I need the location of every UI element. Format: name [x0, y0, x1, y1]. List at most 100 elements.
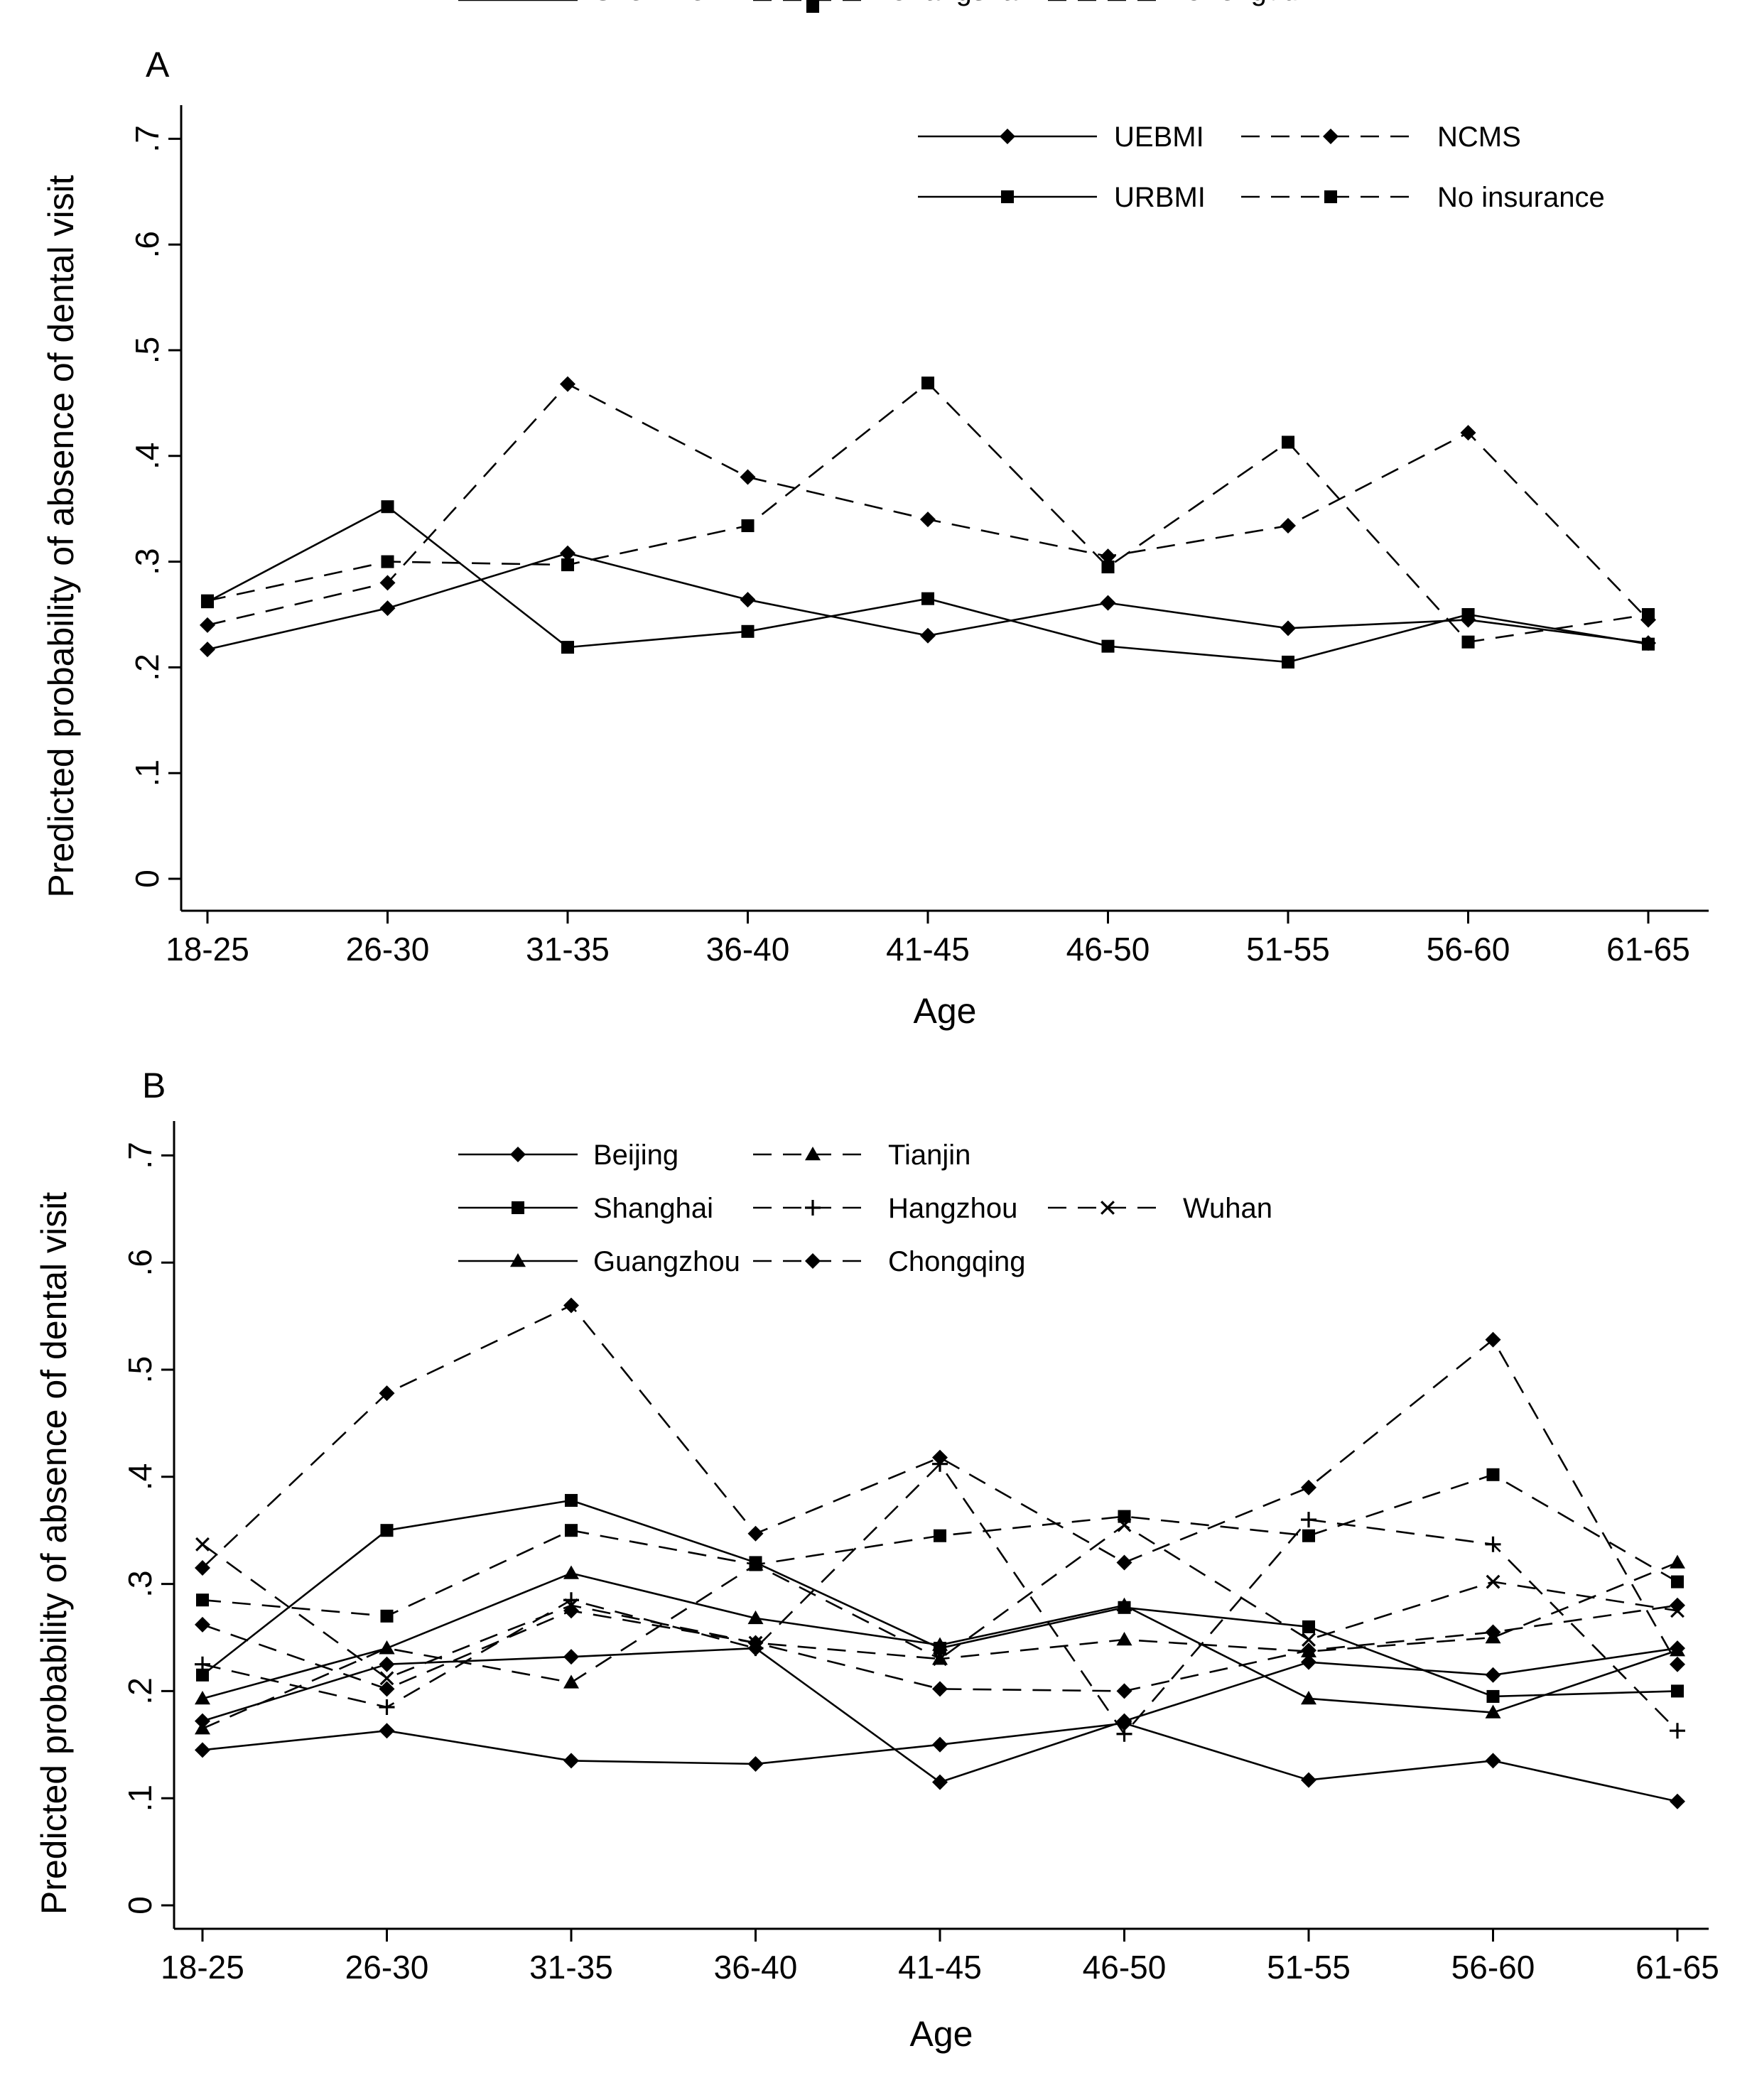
data-point-chengdu: [379, 1681, 395, 1697]
legend-marker: [1323, 129, 1339, 144]
x-tick-label: 51-55: [1267, 1949, 1351, 1986]
data-point-beijing: [563, 1753, 579, 1769]
legend-marker: [805, 1200, 821, 1216]
data-point-urbmi: [1281, 655, 1295, 669]
data-point-guangzhou: [932, 1637, 948, 1651]
legend-label: UEBMI: [1114, 121, 1204, 153]
legend-label: URBMI: [1114, 182, 1206, 213]
data-point-hangzhou: [1485, 1536, 1501, 1552]
x-tick-label: 18-25: [161, 1949, 244, 1986]
data-point-chongqing: [1116, 1554, 1132, 1571]
data-point-shanghai: [1486, 1689, 1500, 1703]
x-tick-label: 31-35: [529, 1949, 613, 1986]
series-chengdu: [195, 1597, 1685, 1699]
legend-item-no-insurance: No insurance: [1241, 182, 1605, 213]
data-point-guangzhou: [195, 1690, 210, 1705]
series-changsha: [195, 1468, 1685, 1623]
data-point-beijing: [1301, 1772, 1316, 1788]
y-tick-label: .7: [129, 125, 166, 152]
data-point-uebmi: [1100, 595, 1116, 611]
legend-label: Changsha: [888, 0, 1018, 6]
data-point-changsha: [564, 1524, 578, 1537]
data-point-chongqing: [1670, 1656, 1685, 1672]
data-point-chengdu: [747, 1635, 764, 1651]
legend: Beijing Shanghai Guangzhou Shenzhen Tianjin H…: [458, 0, 1298, 1277]
data-point-hangzhou: [1116, 1726, 1132, 1742]
x-axis-title: Age: [914, 991, 977, 1031]
legend-item-hangzhou: Hangzhou: [753, 1193, 1017, 1224]
chart-panel-a: A 0 .1 .2 .3 .4 .5 .6 .7 18-25 26-30 31-35 36-40 41-4…: [41, 45, 1709, 1031]
data-point-tianjin: [563, 1674, 579, 1689]
data-point-hangzhou: [1301, 1512, 1316, 1528]
data-point-no-insurance: [200, 594, 215, 607]
x-tick-label: 31-35: [526, 931, 610, 968]
data-point-chongqing: [379, 1385, 395, 1402]
y-tick-label: .2: [121, 1677, 158, 1704]
y-tick-label: .2: [129, 654, 166, 681]
data-point-changsha: [933, 1529, 947, 1542]
y-tick-label: .5: [121, 1356, 158, 1383]
data-point-tianjin: [379, 1640, 395, 1655]
y-tick-label: .4: [129, 443, 166, 470]
data-point-guangzhou: [1301, 1690, 1316, 1705]
data-point-shenzhen: [379, 1656, 395, 1672]
data-point-chengdu: [195, 1616, 210, 1633]
data-point-shenzhen: [1670, 1640, 1685, 1657]
series-shanghai: [195, 1493, 1685, 1703]
data-point-ncms: [920, 512, 936, 528]
data-point-ncms: [560, 376, 575, 392]
legend-item-shanghai: Shanghai: [458, 1193, 713, 1224]
data-point-urbmi: [1461, 607, 1475, 622]
data-point-wuhan: [1117, 1517, 1132, 1532]
data-point-changsha: [380, 1609, 394, 1623]
data-point-no-insurance: [1101, 561, 1115, 574]
legend-marker: [511, 1201, 525, 1215]
data-point-wuhan: [933, 1652, 947, 1667]
data-point-uebmi: [560, 545, 575, 561]
data-point-changsha: [1670, 1575, 1685, 1588]
y-tick-label: .1: [129, 759, 166, 786]
legend-label: Shenzhen: [593, 0, 721, 6]
x-tick-label: 46-50: [1083, 1949, 1167, 1986]
data-point-chengdu: [1301, 1642, 1316, 1659]
legend-marker: [1000, 129, 1015, 144]
data-point-shenzhen: [1116, 1713, 1132, 1729]
series-no-insurance: [200, 377, 1655, 649]
data-point-ncms: [740, 469, 756, 485]
data-point-chongqing: [747, 1525, 764, 1542]
data-point-shanghai: [1670, 1684, 1685, 1698]
x-tick-label: 26-30: [346, 931, 430, 968]
legend-item-shenzhen: Shenzhen: [458, 0, 721, 6]
data-point-chengdu: [1485, 1624, 1501, 1640]
x-axis-title: Age: [910, 2014, 973, 2054]
legend-item-urbmi: URBMI: [918, 182, 1206, 213]
y-tick-label: .1: [121, 1785, 158, 1812]
y-tick-label: .3: [129, 548, 166, 575]
data-point-uebmi: [379, 600, 396, 617]
data-point-wuhan: [1302, 1633, 1316, 1647]
data-point-shenzhen: [1301, 1654, 1316, 1670]
series-line-chongqing: [202, 1304, 1679, 1665]
y-tick-label: .7: [121, 1142, 158, 1169]
series-line-ncms: [207, 383, 1649, 627]
data-point-changsha: [1486, 1468, 1500, 1481]
data-point-tianjin: [1116, 1632, 1132, 1646]
data-point-shanghai: [564, 1493, 578, 1507]
series-hangzhou: [195, 1456, 1685, 1742]
data-point-shenzhen: [563, 1649, 579, 1665]
data-point-no-insurance: [921, 377, 935, 390]
legend-label: Beijing: [593, 1140, 678, 1171]
data-point-shenzhen: [932, 1774, 948, 1790]
y-tick-label: .4: [121, 1463, 158, 1490]
legend-label: Chongqing: [888, 1246, 1026, 1277]
x-tick-label: 61-65: [1606, 931, 1690, 968]
y-axis-title: Predicted probability of absence of dent…: [41, 175, 81, 897]
data-point-uebmi: [920, 627, 936, 644]
data-point-guangzhou: [747, 1610, 764, 1625]
x-tick-label: 46-50: [1066, 931, 1150, 968]
data-point-urbmi: [741, 624, 755, 638]
data-point-chengdu: [1116, 1683, 1132, 1699]
data-point-ncms: [1280, 518, 1296, 534]
legend-marker: [805, 1147, 821, 1161]
